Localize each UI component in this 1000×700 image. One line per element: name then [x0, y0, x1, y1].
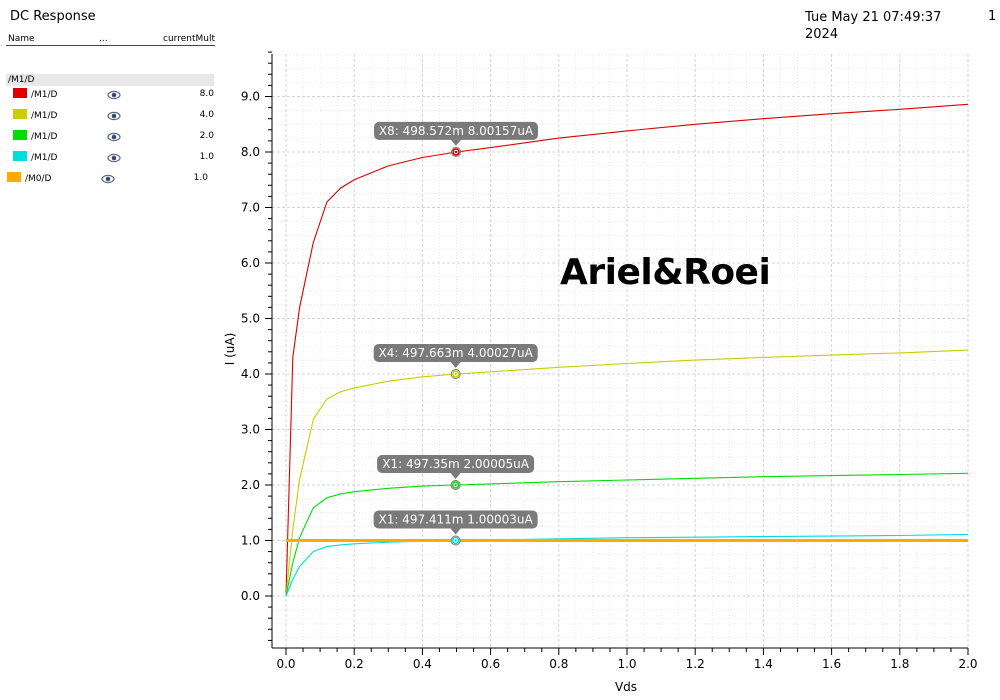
series-line[interactable] [285, 349, 969, 597]
marker-ring [451, 536, 460, 545]
legend-item-label: /M1/D [31, 90, 58, 100]
legend-item[interactable]: /M0/D 1.0 [0, 172, 215, 186]
legend-item-label: /M1/D [31, 132, 58, 142]
x-tick-label: 1.8 [890, 657, 909, 671]
legend-col-name[interactable]: Name [8, 34, 35, 44]
timestamp-line2: 2024 [805, 27, 839, 42]
x-tick-label: 0.0 [276, 657, 295, 671]
y-axis-label: I (uA) [223, 333, 237, 366]
x-tick-label: 1.4 [754, 657, 773, 671]
legend-item[interactable]: /M1/D 8.0 [0, 88, 215, 102]
marker-callout-box [373, 510, 538, 529]
chart-markers: X8: 498.572m 8.00157uA X4: 497.663m 4.000… [373, 121, 539, 546]
marker-dot [454, 150, 458, 154]
marker-callout-box [373, 343, 538, 362]
x-tick-label: 0.4 [413, 657, 432, 671]
y-tick-label: 3.0 [241, 423, 260, 437]
marker-callout-label: X1: 497.411m 1.00003uA [378, 512, 533, 526]
x-tick-label: 1.6 [822, 657, 841, 671]
eye-icon[interactable] [107, 111, 121, 121]
marker-callout-pointer [450, 472, 461, 479]
legend-color-swatch [13, 151, 27, 161]
legend-color-swatch [13, 88, 27, 98]
legend-item-label: /M1/D [31, 153, 58, 163]
timestamp-line1: Tue May 21 07:49:37 [805, 10, 942, 25]
marker-callout-label: X4: 497.663m 4.00027uA [379, 346, 534, 360]
y-tick-label: 8.0 [241, 145, 260, 159]
legend-color-swatch [13, 109, 27, 119]
marker-dot [454, 483, 457, 487]
legend-item-mult: 1.0 [193, 173, 208, 183]
legend-item[interactable]: /M1/D 4.0 [0, 109, 215, 123]
legend-item-label: /M1/D [31, 111, 58, 121]
marker-callout-pointer [451, 139, 462, 146]
x-tick-label: 0.2 [345, 657, 364, 671]
legend-item-mult: 1.0 [199, 152, 214, 162]
eye-icon[interactable] [107, 153, 121, 163]
marker-callout-pointer [450, 361, 461, 368]
legend-item-mult: 4.0 [199, 110, 214, 120]
eye-icon[interactable] [107, 132, 121, 142]
series-line[interactable] [285, 472, 969, 597]
marker-callout-box [374, 121, 539, 140]
legend-item-mult: 2.0 [199, 131, 214, 141]
x-tick-label: 1.0 [617, 657, 636, 671]
watermark: Ariel&Roei [560, 252, 771, 293]
marker-ring [452, 148, 460, 156]
eye-icon[interactable] [107, 90, 121, 100]
legend-item-label: /M0/D [25, 174, 52, 184]
legend-col-more[interactable]: ... [99, 34, 108, 44]
x-tick-label: 1.2 [686, 657, 705, 671]
legend-item[interactable]: /M1/D 1.0 [0, 151, 215, 165]
y-tick-label: 4.0 [241, 367, 260, 381]
y-tick-label: 7.0 [241, 201, 260, 215]
y-tick-label: 2.0 [241, 478, 260, 492]
series-line[interactable] [285, 103, 969, 597]
marker-ring [451, 370, 460, 378]
legend-col-current-mult[interactable]: currentMult [163, 34, 215, 44]
x-tick-label: 2.0 [958, 657, 977, 671]
page-number: 1 [988, 9, 997, 24]
marker-dot [454, 372, 457, 376]
chart-grid [272, 54, 969, 648]
x-axis-label: Vds [615, 680, 637, 694]
marker-callout-label: X8: 498.572m 8.00157uA [379, 124, 534, 138]
y-tick-label: 5.0 [241, 312, 260, 326]
y-tick-label: 9.0 [241, 90, 260, 104]
legend-header: Name ... currentMult [6, 34, 215, 46]
marker-ring [451, 481, 460, 489]
legend-color-swatch [7, 172, 21, 182]
marker-callout-pointer [450, 528, 461, 535]
y-tick-label: 1.0 [241, 534, 260, 548]
chart-series [285, 103, 969, 597]
legend-color-swatch [13, 130, 27, 140]
marker-callout-box [377, 454, 535, 473]
x-tick-label: 0.8 [549, 657, 568, 671]
app-title: DC Response [10, 9, 96, 24]
y-tick-label: 0.0 [241, 589, 260, 603]
legend-group-label: /M1/D [8, 75, 35, 85]
timestamp: Tue May 21 07:49:37 2024 [805, 9, 941, 43]
chart-axes: 0.0 1.0 2.0 3.0 4.0 5.0 6.0 7.0 8.0 9.0 0.0 0.2 0.4 0… [241, 51, 978, 671]
legend-item[interactable]: /M1/D 2.0 [0, 130, 215, 144]
legend-item-mult: 8.0 [199, 89, 214, 99]
x-tick-label: 0.6 [481, 657, 500, 671]
y-tick-label: 6.0 [241, 256, 260, 270]
eye-icon[interactable] [101, 174, 115, 184]
legend-group[interactable]: /M1/D [6, 74, 214, 86]
marker-callout-label: X1: 497.35m 2.00005uA [382, 457, 529, 471]
marker-dot [454, 539, 457, 542]
